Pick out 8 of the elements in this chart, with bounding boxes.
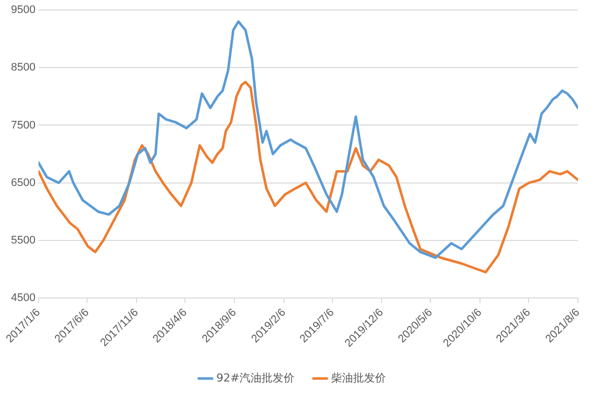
y-tick-label: 7500 bbox=[10, 119, 36, 132]
y-tick-label: 8500 bbox=[10, 62, 36, 74]
legend-label: 柴油批发价 bbox=[331, 371, 386, 384]
y-tick-label: 6500 bbox=[10, 176, 36, 189]
y-tick-label: 9500 bbox=[10, 4, 36, 16]
y-tick-label: 5500 bbox=[10, 234, 36, 246]
legend-label: 92#汽油批发价 bbox=[216, 371, 295, 384]
y-tick-label: 4500 bbox=[10, 292, 36, 304]
